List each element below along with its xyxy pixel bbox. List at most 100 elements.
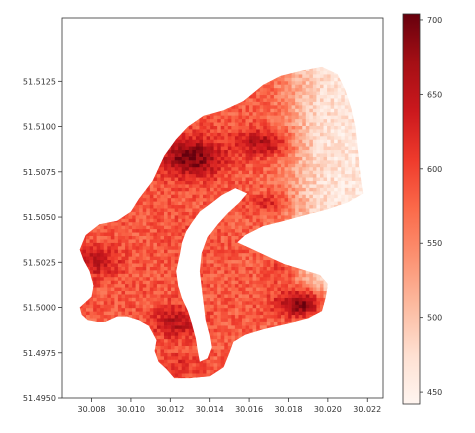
heatmap-cell [245,259,250,264]
heatmap-cell [132,139,136,144]
heatmap-cell [192,149,197,154]
heatmap-cell [181,170,186,175]
heatmap-cell [132,180,136,185]
heatmap-cell [89,108,94,113]
heatmap-cell [82,177,87,181]
heatmap-cell [121,125,126,130]
heatmap-cell [199,108,204,113]
heatmap-cell [96,225,101,230]
heatmap-cell [89,187,94,192]
heatmap-cell [146,146,151,151]
heatmap-cell [249,246,253,250]
heatmap-cell [160,359,165,364]
heatmap-cell [149,139,154,144]
heatmap-cell [125,331,129,336]
heatmap-cell [249,118,253,123]
heatmap-cell [256,208,261,212]
heatmap-cell [86,294,90,298]
heatmap-cell [210,135,214,140]
heatmap-cell [249,201,253,206]
heatmap-cell [160,297,165,302]
heatmap-cell [171,342,175,347]
heatmap-cell [72,208,76,212]
heatmap-cell [242,221,246,226]
heatmap-cell [125,321,129,326]
heatmap-cell [86,94,90,99]
heatmap-cell [252,331,257,336]
heatmap-cell [210,335,214,340]
heatmap-cell [82,163,87,168]
heatmap-cell [213,160,218,164]
heatmap-cell [107,232,112,236]
heatmap-cell [164,173,168,178]
heatmap-cell [195,153,200,157]
heatmap-cell [188,218,193,223]
heatmap-cell [79,166,83,171]
heatmap-cell [217,74,222,78]
heatmap-cell [146,362,151,367]
heatmap-cell [252,359,257,364]
heatmap-cell [252,228,257,233]
heatmap-cell [156,318,161,322]
heatmap-cell [135,135,140,140]
heatmap-cell [139,369,144,374]
heatmap-cell [156,66,161,68]
heatmap-cell [224,115,229,120]
heatmap-cell [128,170,133,175]
heatmap-cell [114,328,119,333]
heatmap-cell [256,318,261,322]
heatmap-cell [256,304,261,309]
heatmap-cell [234,311,239,316]
heatmap-cell [199,359,204,364]
heatmap-cell [89,376,94,379]
heatmap-cell [224,221,229,226]
heatmap-cell [146,74,151,78]
heatmap-cell [146,108,151,113]
heatmap-cell [93,187,97,192]
heatmap-cell [82,280,87,285]
heatmap-cell [220,190,225,195]
heatmap-cell [203,307,207,312]
heatmap-cell [142,232,147,236]
heatmap-cell [72,78,76,82]
heatmap-cell [245,328,250,333]
heatmap-cell [75,181,79,185]
heatmap-cell [195,66,200,68]
heatmap-cell [181,321,186,326]
heatmap-cell [171,142,175,147]
heatmap-cell [135,215,140,219]
heatmap-cell [252,132,257,137]
heatmap-cell [245,215,250,219]
heatmap-cell [142,74,147,78]
heatmap-cell [227,297,232,302]
heatmap-cell [210,142,214,147]
heatmap-cell [142,197,147,202]
heatmap-cell [110,197,115,202]
heatmap-cell [149,66,154,68]
heatmap-cell [203,362,207,367]
heatmap-cell [192,91,197,96]
heatmap-cell [231,74,236,78]
heatmap-cell [89,307,94,312]
heatmap-cell [146,349,151,353]
heatmap-cell [249,91,253,96]
heatmap-cell [96,218,101,223]
heatmap-cell [192,170,197,175]
heatmap-cell [132,256,136,261]
heatmap-cell [132,325,136,329]
heatmap-cell [79,325,83,329]
heatmap-cell [245,249,250,254]
heatmap-cell [167,211,172,216]
heatmap-cell [192,177,197,181]
heatmap-cell [132,352,136,357]
heatmap-cell [86,201,90,206]
heatmap-cell [231,369,236,374]
heatmap-cell [224,142,229,147]
heatmap-cell [79,232,83,236]
heatmap-cell [146,232,151,236]
heatmap-cell [181,335,186,340]
heatmap-cell [75,95,79,99]
heatmap-cell [125,129,129,133]
heatmap-cell [181,352,186,357]
heatmap-cell [188,94,193,99]
